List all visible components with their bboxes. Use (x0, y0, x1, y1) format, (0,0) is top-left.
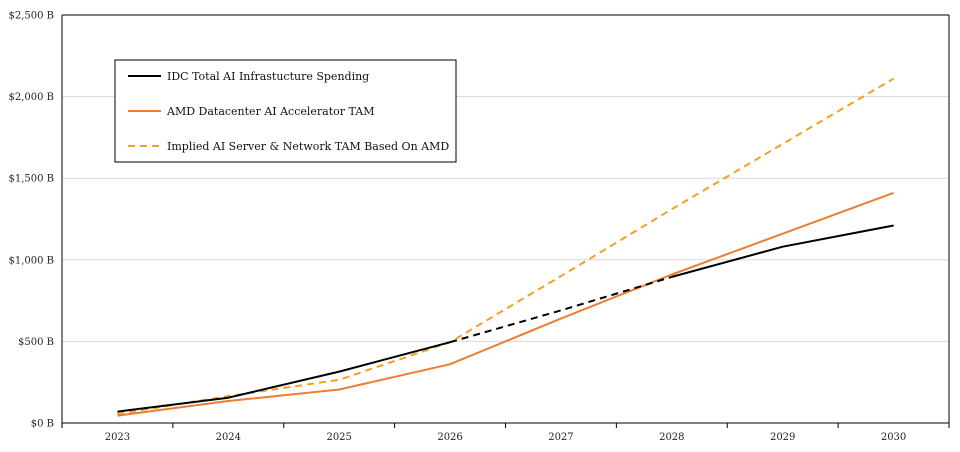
x-tick-label: 2027 (548, 432, 573, 443)
y-tick-label: $2,000 B (8, 92, 54, 103)
x-tick-label: 2030 (881, 432, 906, 443)
x-tick-label: 2023 (105, 432, 130, 443)
legend-entry-label: Implied AI Server & Network TAM Based On… (167, 140, 449, 153)
legend-entry-label: IDC Total AI Infrastucture Spending (167, 70, 369, 83)
x-tick-label: 2025 (326, 432, 351, 443)
series-line-idc-total-ai-infrastructure-solid (117, 341, 451, 413)
x-tick-label: 2024 (216, 432, 241, 443)
x-tick-label: 2029 (770, 432, 795, 443)
legend-box (114, 59, 457, 163)
x-tick-label: 2028 (659, 432, 684, 443)
y-tick-label: $1,500 B (8, 174, 54, 185)
legend: IDC Total AI Infrastucture Spending AMD D… (114, 59, 457, 163)
legend-entry-label: AMD Datacenter AI Accelerator TAM (166, 105, 374, 118)
y-tick-label: $2,500 B (8, 11, 54, 22)
y-tick-label: $0 B (31, 419, 54, 430)
y-tick-label: $500 B (18, 337, 54, 348)
y-tick-label: $1,000 B (8, 255, 54, 266)
series-line-idc-total-ai-infrastructure-solid-end (671, 224, 894, 278)
axes: $0 B $500 B $1,000 B $1,500 B $2,000 B $2,500… (8, 11, 950, 443)
series-lines (117, 77, 895, 417)
x-tick-label: 2026 (437, 432, 462, 443)
series-line-amd-datacenter-ai-accelerator-tam (117, 191, 894, 417)
series-line-idc-total-ai-infrastructure-dashed (449, 275, 673, 344)
